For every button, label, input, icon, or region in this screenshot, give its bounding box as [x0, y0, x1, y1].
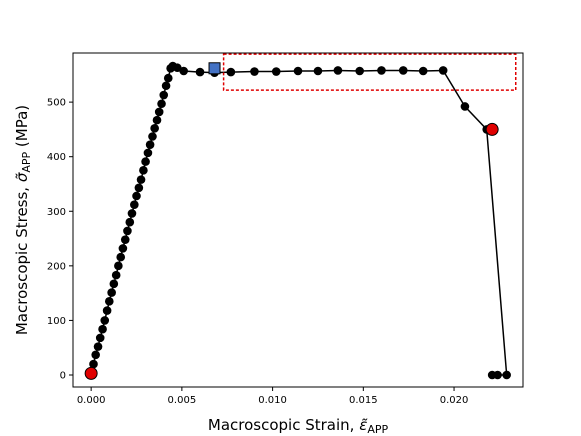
y-tick-label: 0 [60, 370, 66, 381]
data-point [123, 226, 132, 236]
data-point [250, 67, 259, 76]
y-tick-label: 200 [47, 261, 66, 272]
data-point [377, 66, 386, 75]
data-point [150, 124, 159, 133]
x-tick-label: 0.000 [77, 395, 106, 406]
data-point [134, 183, 144, 193]
data-point [114, 261, 123, 271]
data-point [226, 67, 236, 77]
data-point [438, 66, 448, 75]
x-axis-label: Macroscopic Strain, ε̃APP [208, 416, 389, 436]
data-point [159, 90, 169, 100]
data-point [195, 67, 205, 77]
x-axis-label-text: Macroscopic Strain, [208, 416, 359, 434]
x-axis-label-subscript: APP [367, 423, 388, 436]
data-point [333, 66, 343, 75]
data-point [120, 235, 130, 244]
data-point [107, 288, 116, 297]
data-point [271, 67, 281, 76]
data-point [173, 63, 182, 73]
x-tick-label: 0.015 [349, 395, 378, 406]
data-point [116, 252, 126, 262]
data-point [109, 279, 119, 289]
y-tick-label: 400 [47, 152, 66, 163]
data-point [136, 175, 146, 184]
data-point [89, 359, 98, 369]
data-point [154, 107, 164, 117]
y-axis-label-subscript: APP [20, 151, 33, 172]
x-axis-label-symbol: ε̃ [359, 416, 367, 434]
data-point [130, 200, 139, 210]
data-point [100, 316, 110, 325]
data-point [132, 191, 141, 201]
data-point [143, 148, 153, 158]
data-point [179, 66, 188, 76]
plot-area [84, 53, 517, 380]
data-point [355, 66, 364, 76]
red-point [84, 366, 98, 380]
data-point [313, 66, 323, 76]
y-axis-label: Macroscopic Stress, σ̃APP (MPa) [13, 105, 33, 335]
axes-frame [72, 52, 524, 388]
data-point [139, 166, 148, 175]
data-point [125, 217, 135, 227]
data-point [141, 157, 150, 166]
data-point [161, 81, 171, 91]
series-line [90, 65, 508, 376]
data-point [502, 370, 511, 380]
data-point [163, 73, 173, 83]
red-point [485, 122, 499, 136]
y-tick-label: 500 [47, 98, 66, 109]
data-point [148, 132, 157, 141]
data-point [460, 102, 470, 111]
plateau-highlight-box [222, 53, 517, 91]
data-point [398, 66, 408, 75]
x-tick-label: 0.005 [168, 395, 197, 406]
data-point [145, 140, 155, 149]
y-axis-label-unit: (MPa) [13, 105, 31, 152]
data-point [93, 342, 103, 351]
x-tick-label: 0.020 [440, 395, 469, 406]
y-axis-label-text: Macroscopic Stress, [13, 182, 31, 335]
data-point [157, 99, 166, 109]
data-point [293, 66, 303, 76]
data-point [487, 370, 497, 380]
data-point [98, 324, 107, 334]
data-point [127, 209, 137, 218]
x-tick-label: 0.010 [258, 395, 287, 406]
yield-point-square [208, 62, 221, 75]
data-point [102, 306, 112, 315]
data-point [95, 333, 105, 343]
y-tick-label: 100 [47, 316, 66, 327]
data-point [104, 297, 114, 306]
y-axis-label-symbol: σ̃ [13, 172, 31, 182]
data-point [118, 244, 128, 253]
axis-ticks: 0.000 0.005 0.010 0.015 0.020 0 100 200 300 400 50… [47, 98, 468, 406]
data-point [152, 115, 162, 125]
data-point [418, 66, 428, 76]
data-point [91, 350, 100, 360]
data-point [111, 270, 121, 280]
y-tick-label: 300 [47, 207, 66, 218]
